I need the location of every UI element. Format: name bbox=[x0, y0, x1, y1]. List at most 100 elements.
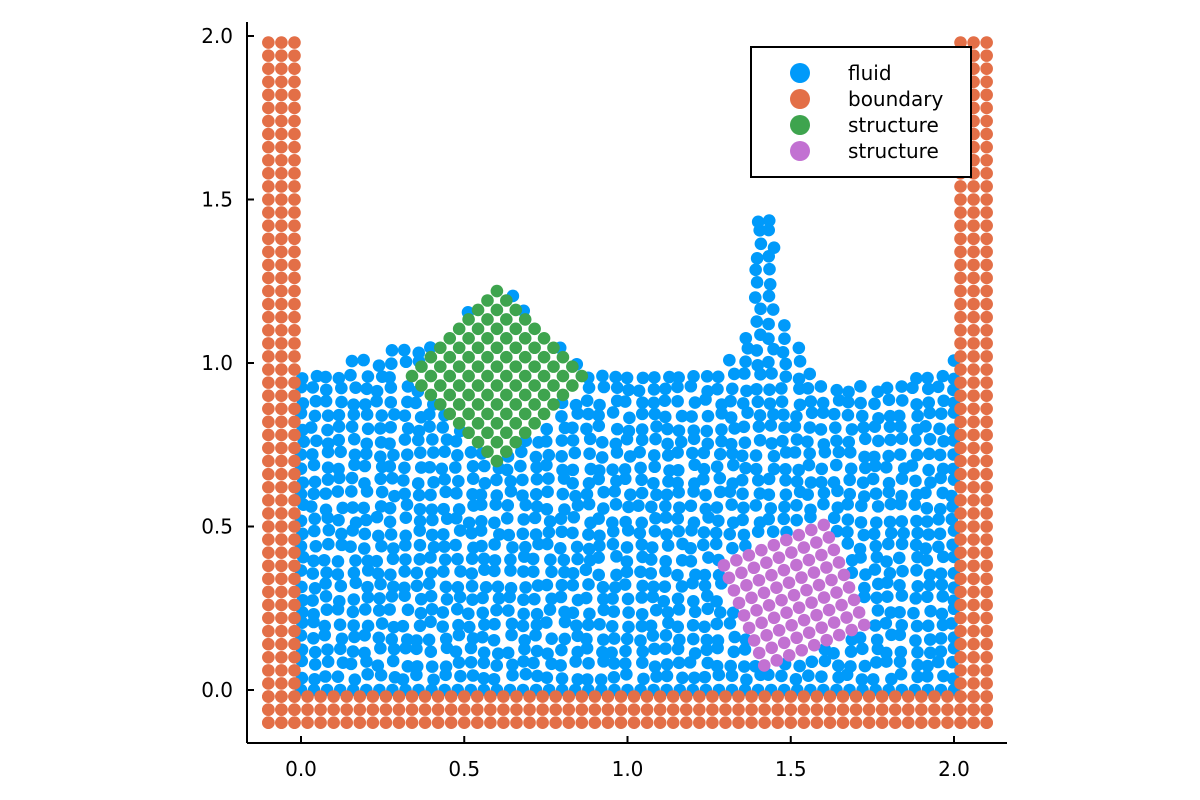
boundary-point bbox=[980, 310, 993, 324]
fluid-point bbox=[895, 380, 908, 393]
fluid-point bbox=[427, 476, 440, 489]
fluid-point bbox=[723, 353, 736, 367]
fluid-point bbox=[923, 646, 937, 660]
boundary-point bbox=[627, 703, 641, 716]
fluid-point bbox=[936, 369, 950, 383]
boundary-point bbox=[262, 415, 275, 429]
boundary-point bbox=[288, 546, 301, 559]
fluid-point bbox=[659, 382, 672, 396]
boundary-point bbox=[980, 572, 993, 586]
fluid-point bbox=[647, 449, 661, 462]
fluid-point bbox=[896, 564, 909, 578]
fluid-point bbox=[346, 645, 360, 658]
fluid-point bbox=[700, 589, 714, 603]
boundary-point bbox=[954, 664, 967, 677]
fluid-point bbox=[582, 578, 595, 591]
fluid-point bbox=[583, 447, 596, 460]
fluid-point bbox=[636, 579, 649, 593]
boundary-point bbox=[954, 284, 967, 298]
boundary-point bbox=[967, 441, 980, 455]
fluid-point bbox=[842, 435, 856, 449]
fluid-point bbox=[527, 565, 540, 578]
fluid-point bbox=[540, 422, 553, 436]
boundary-point bbox=[954, 585, 967, 599]
fluid-point bbox=[348, 630, 361, 644]
fluid-point bbox=[304, 500, 318, 513]
boundary-point bbox=[980, 428, 993, 442]
fluid-point bbox=[451, 602, 464, 616]
boundary-point bbox=[954, 428, 967, 442]
fluid-point bbox=[437, 565, 450, 578]
fluid-point bbox=[659, 564, 672, 578]
boundary-point bbox=[301, 690, 314, 703]
fluid-point bbox=[580, 673, 594, 686]
fluid-point bbox=[893, 579, 906, 592]
fluid-point bbox=[767, 241, 781, 254]
fluid-point bbox=[401, 603, 415, 617]
fluid-point bbox=[477, 646, 491, 659]
fluid-point bbox=[387, 580, 400, 594]
structure-point bbox=[462, 426, 475, 440]
fluid-point bbox=[910, 372, 923, 385]
fluid-point bbox=[934, 567, 948, 580]
boundary-point bbox=[980, 36, 993, 49]
fluid-point bbox=[923, 633, 937, 646]
boundary-point bbox=[967, 232, 980, 246]
fluid-point bbox=[386, 552, 400, 566]
fluid-point bbox=[519, 667, 533, 681]
fluid-point bbox=[424, 551, 437, 564]
boundary-point bbox=[288, 62, 301, 75]
structure-point bbox=[817, 518, 831, 532]
boundary-point bbox=[392, 703, 406, 716]
boundary-point bbox=[262, 546, 275, 559]
fluid-point bbox=[370, 384, 384, 398]
boundary-point bbox=[588, 703, 602, 716]
structure-point bbox=[500, 331, 513, 345]
boundary-point bbox=[653, 703, 667, 716]
fluid-point bbox=[454, 565, 467, 578]
fluid-point bbox=[764, 502, 778, 515]
structure-point bbox=[780, 533, 793, 547]
fluid-point bbox=[567, 510, 581, 524]
fluid-point bbox=[476, 630, 489, 644]
fluid-point bbox=[684, 499, 698, 513]
fluid-point bbox=[762, 355, 775, 369]
fluid-point bbox=[556, 463, 569, 477]
fluid-point bbox=[595, 451, 609, 464]
fluid-point bbox=[504, 485, 518, 498]
fluid-point bbox=[895, 618, 909, 632]
boundary-point bbox=[849, 716, 863, 729]
boundary-point bbox=[954, 232, 967, 246]
structure-point bbox=[770, 581, 783, 595]
fluid-point bbox=[657, 594, 671, 608]
boundary-point bbox=[353, 716, 367, 729]
boundary-point bbox=[275, 271, 288, 285]
fluid-point bbox=[414, 592, 428, 606]
boundary-point bbox=[954, 350, 967, 363]
fluid-point bbox=[331, 555, 345, 568]
fluid-point bbox=[501, 499, 515, 512]
fluid-point bbox=[582, 656, 595, 670]
fluid-point bbox=[386, 471, 399, 485]
fluid-point bbox=[452, 503, 466, 516]
boundary-point bbox=[575, 716, 589, 729]
fluid-point bbox=[422, 408, 436, 421]
fluid-point bbox=[735, 449, 749, 463]
fluid-point bbox=[671, 476, 684, 490]
structure-point bbox=[443, 331, 457, 345]
fluid-point bbox=[505, 628, 518, 642]
fluid-point bbox=[335, 527, 348, 541]
fluid-point bbox=[321, 473, 335, 486]
boundary-point bbox=[262, 402, 275, 416]
structure-point bbox=[807, 638, 821, 652]
fluid-point bbox=[803, 367, 817, 381]
fluid-point bbox=[701, 602, 715, 616]
fluid-point bbox=[383, 603, 396, 616]
structure-point bbox=[822, 603, 836, 617]
fluid-point bbox=[686, 618, 700, 632]
boundary-point bbox=[262, 507, 275, 520]
structure-point bbox=[765, 568, 778, 582]
fluid-point bbox=[384, 396, 398, 409]
fluid-point bbox=[620, 541, 634, 554]
boundary-point bbox=[954, 454, 967, 468]
